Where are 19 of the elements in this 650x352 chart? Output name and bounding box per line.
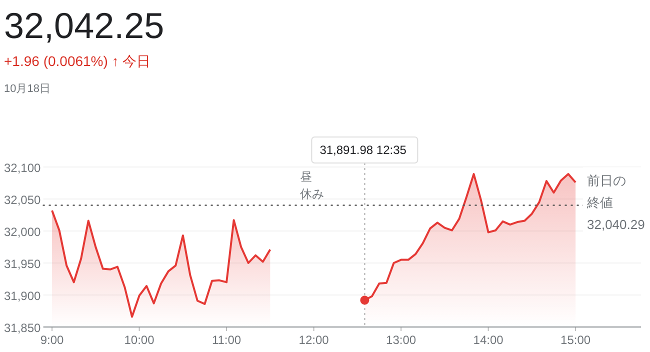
subtitle: +1.96 (0.0061%) ↑ 今日 [4, 53, 151, 69]
x-tick-label: 10:00 [124, 333, 155, 347]
annotation: 昼休み [300, 170, 324, 201]
y-tick-label: 31,900 [4, 289, 42, 303]
text: 10月18日 [4, 83, 50, 95]
x-tick-label: 12:00 [298, 333, 330, 347]
y-tick-label: 32,050 [4, 193, 42, 207]
title: 32,042.25 [4, 5, 164, 46]
x-tick-label: 13:00 [386, 333, 416, 347]
y-tick-label: 31,950 [4, 257, 42, 271]
x-tick-label: 9:00 [40, 333, 64, 347]
x-tick-label: 11:00 [212, 333, 242, 347]
text: 31,891.98 12:35 [320, 143, 407, 157]
x-tick-label: 14:00 [473, 333, 504, 347]
y-tick-label: 32,000 [4, 225, 42, 239]
y-tick-label: 32,100 [4, 161, 42, 175]
ref-line-label: 前日の終値 32,040.29 [586, 173, 645, 232]
x-tick-label: 15:00 [560, 333, 591, 347]
y-tick-label: 31,850 [4, 321, 42, 335]
